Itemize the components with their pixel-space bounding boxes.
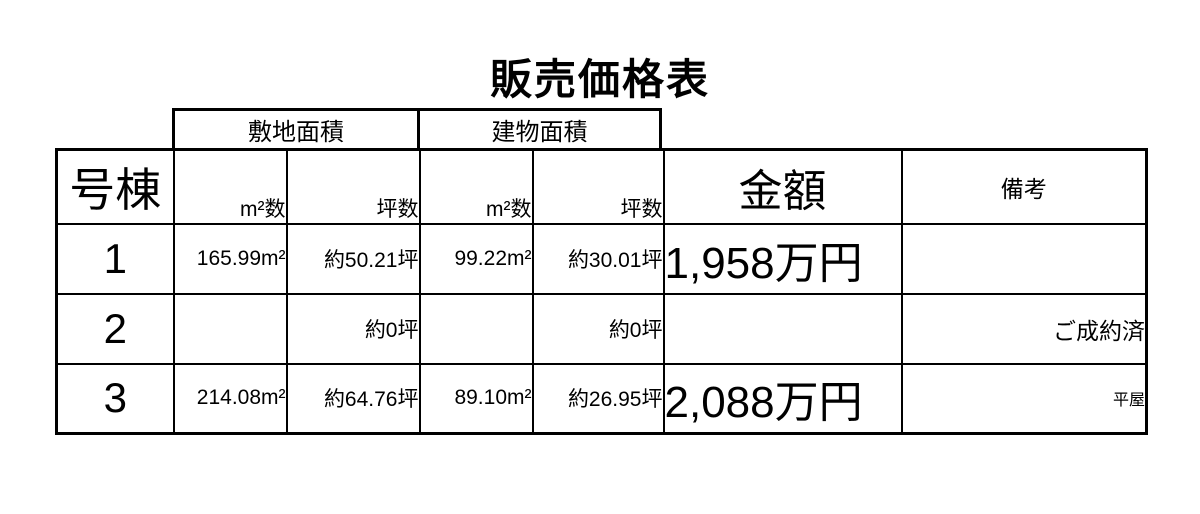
unit-number-cell: 3 xyxy=(55,362,175,435)
site-sqm-cell: 214.08m² xyxy=(172,362,288,435)
page-title: 販売価格表 xyxy=(489,56,710,103)
table-row-unit-1: 1 165.99m² 約50.21坪 99.22m² 約30.01坪 1,958… xyxy=(55,222,1148,295)
column-header-site-tsubo: 坪数 xyxy=(285,148,421,225)
bldg-tsubo-cell: 約26.95坪 xyxy=(531,362,665,435)
table-row-unit-2: 2 約0坪 約0坪 ご成約済 xyxy=(55,292,1148,365)
bldg-sqm-cell xyxy=(418,292,534,365)
remarks-cell-sold: ご成約済 xyxy=(900,292,1148,365)
table-row-unit-3: 3 214.08m² 約64.76坪 89.10m² 約26.95坪 2,088… xyxy=(55,362,1148,435)
column-header-unit: 号棟 xyxy=(55,148,175,225)
site-tsubo-cell: 約50.21坪 xyxy=(285,222,421,295)
site-sqm-cell xyxy=(172,292,288,365)
bldg-tsubo-cell: 約0坪 xyxy=(531,292,665,365)
bldg-sqm-cell: 89.10m² xyxy=(418,362,534,435)
unit-number-cell: 1 xyxy=(55,222,175,295)
price-table: 号棟 m²数 坪数 m²数 坪数 金額 備考 1 165.99m² 約50.21… xyxy=(55,148,1148,435)
site-tsubo-cell: 約0坪 xyxy=(285,292,421,365)
column-header-remarks: 備考 xyxy=(900,148,1148,225)
unit-number-cell: 2 xyxy=(55,292,175,365)
area-group-header: 敷地面積 建物面積 xyxy=(172,108,662,148)
bldg-sqm-cell: 99.22m² xyxy=(418,222,534,295)
column-header-site-sqm: m²数 xyxy=(172,148,288,225)
bldg-tsubo-cell: 約30.01坪 xyxy=(531,222,665,295)
column-header-bldg-sqm: m²数 xyxy=(418,148,534,225)
column-header-price: 金額 xyxy=(662,148,903,225)
site-tsubo-cell: 約64.76坪 xyxy=(285,362,421,435)
remarks-cell xyxy=(900,222,1148,295)
column-header-bldg-tsubo: 坪数 xyxy=(531,148,665,225)
site-sqm-cell: 165.99m² xyxy=(172,222,288,295)
price-cell xyxy=(662,292,903,365)
site-area-group-header: 敷地面積 xyxy=(248,119,344,146)
building-area-group-header: 建物面積 xyxy=(417,111,659,148)
remarks-cell-single-story: 平屋 xyxy=(900,362,1148,435)
price-cell: 2,088万円 xyxy=(662,362,903,435)
table-header-row: 号棟 m²数 坪数 m²数 坪数 金額 備考 xyxy=(55,148,1148,225)
price-cell: 1,958万円 xyxy=(662,222,903,295)
